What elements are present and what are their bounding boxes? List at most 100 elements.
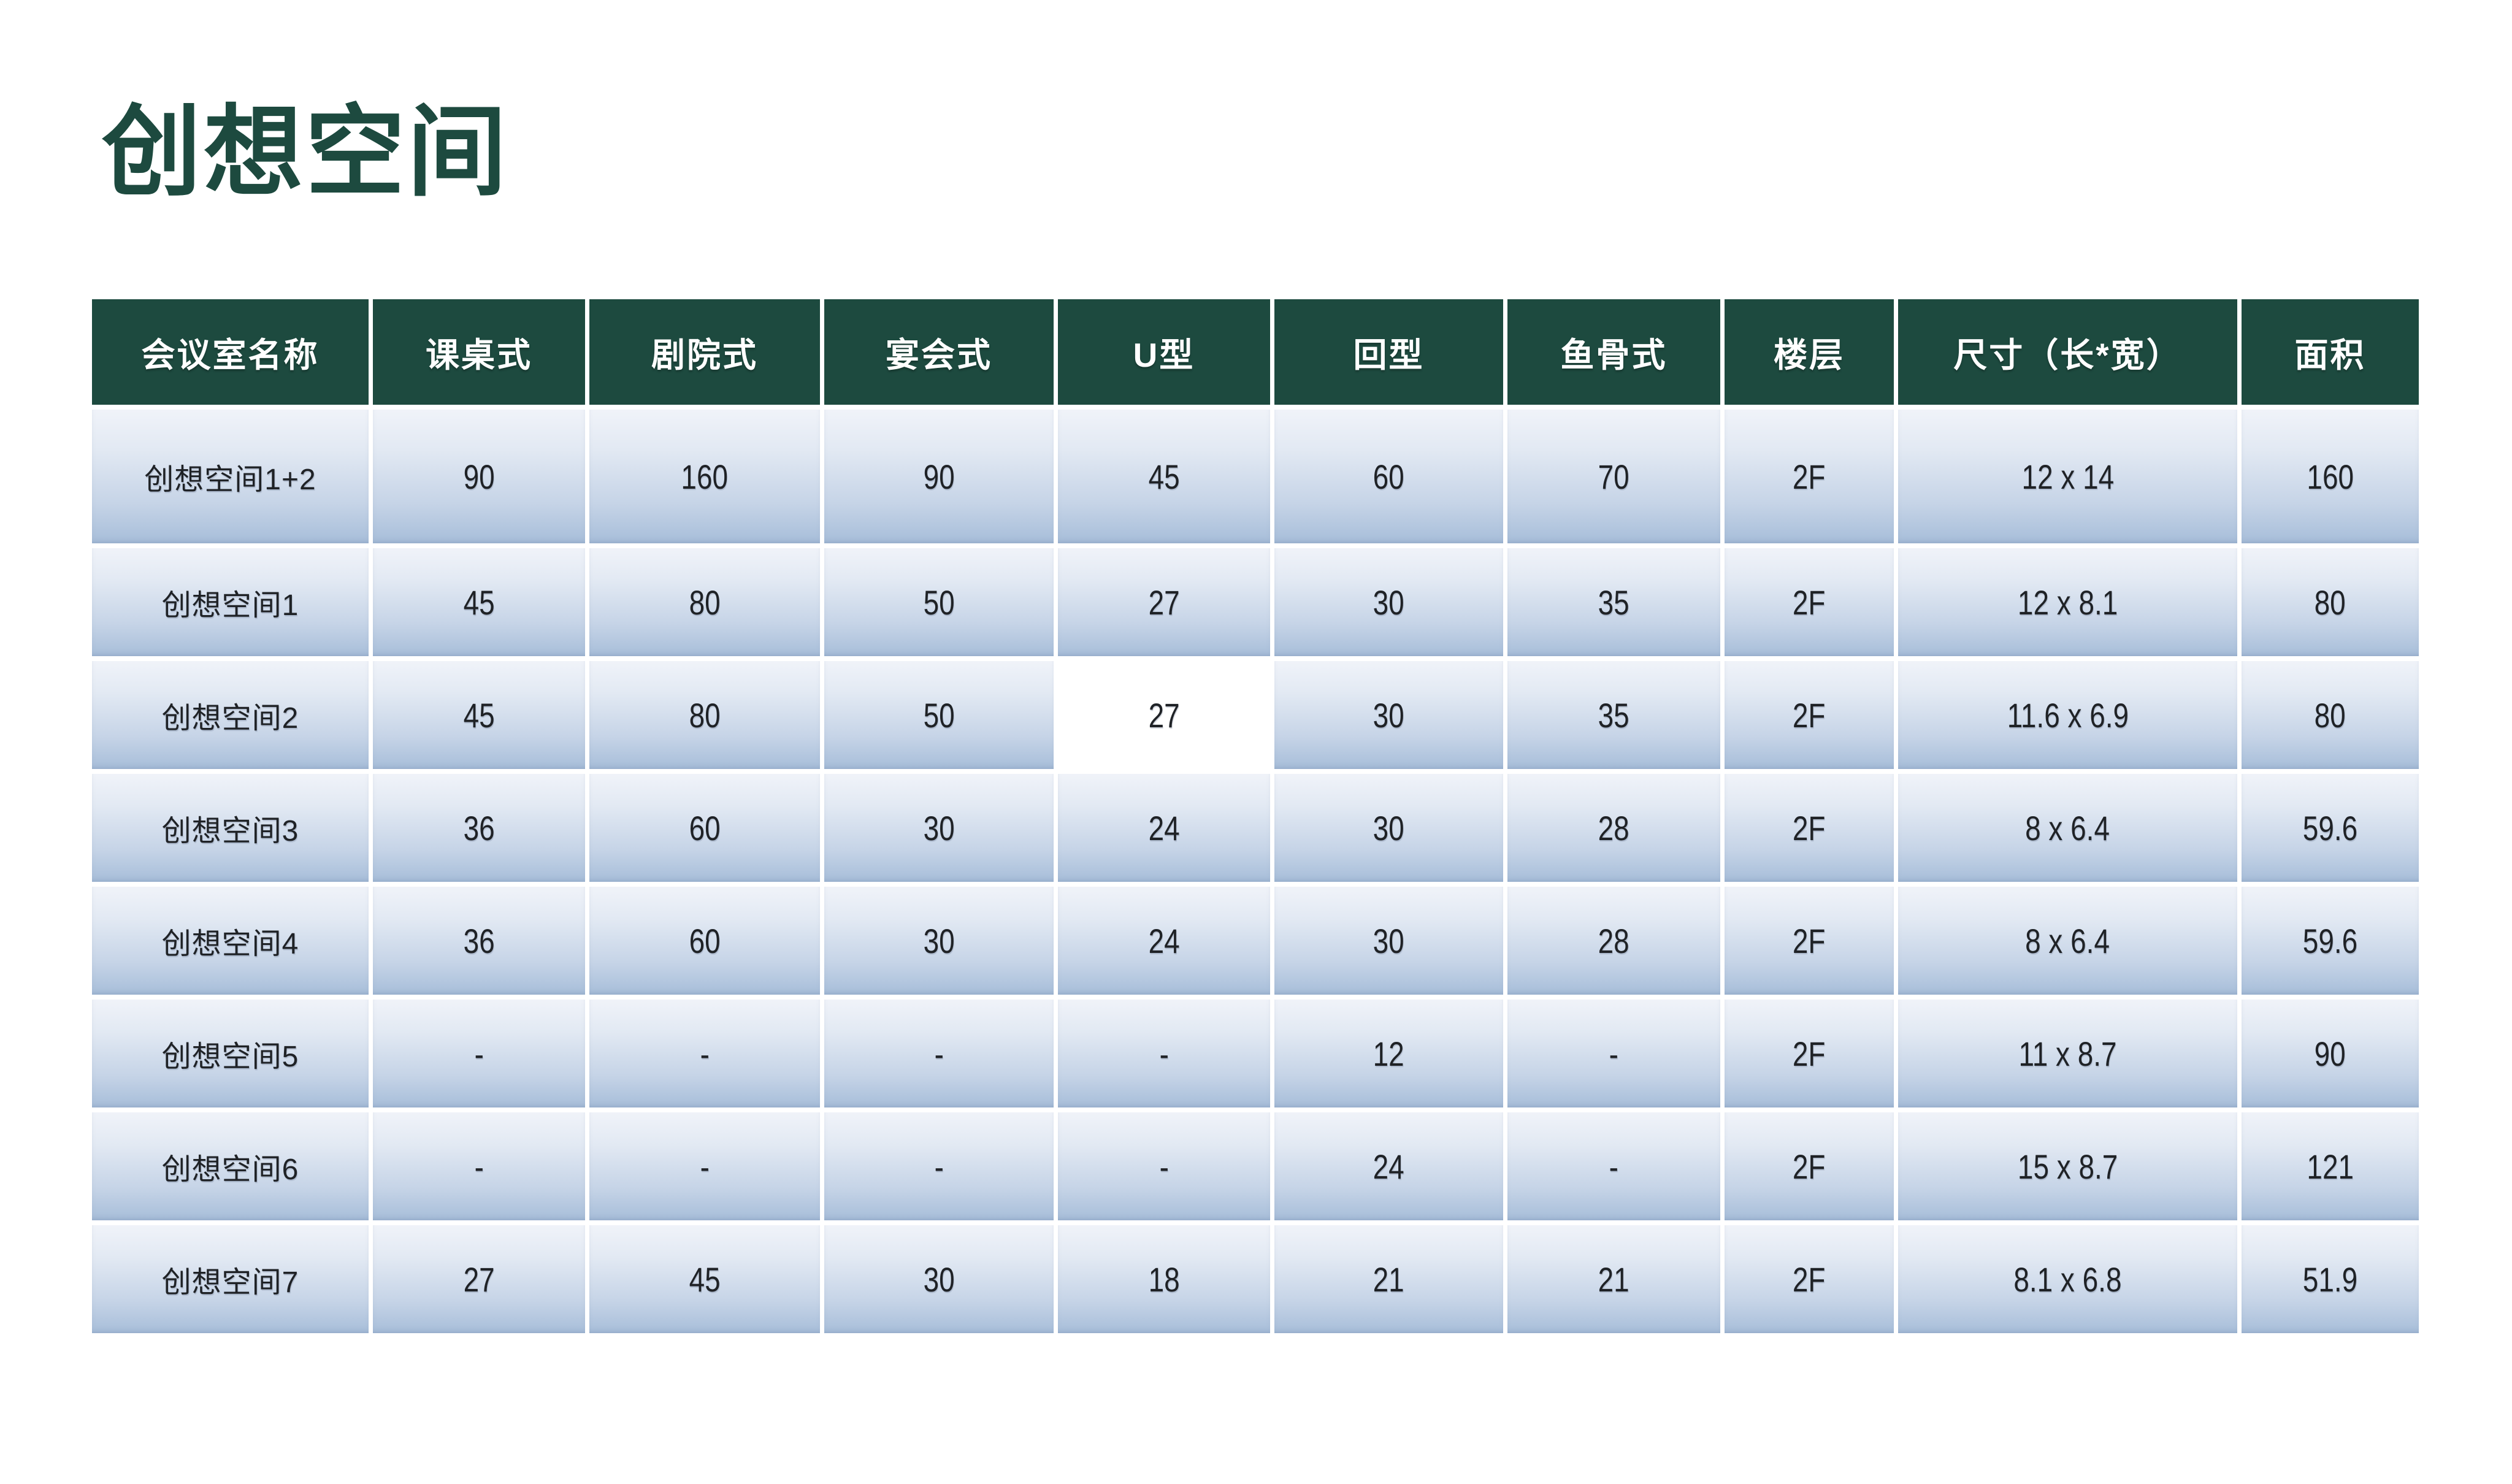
value-cell: - (1058, 1000, 1270, 1107)
room-name-cell: 创想空间3 (92, 774, 369, 882)
value-cell: 2F (1725, 1112, 1894, 1220)
value-text: 24 (1148, 921, 1180, 960)
value-text: 21 (1598, 1260, 1630, 1299)
value-cell: 45 (373, 548, 585, 656)
value-cell: - (373, 1000, 585, 1107)
value-text: 30 (1373, 695, 1405, 735)
value-cell: 160 (589, 410, 820, 543)
value-cell: 2F (1725, 661, 1894, 769)
value-text: - (1159, 1034, 1169, 1073)
table-row: 创想空间1+2 90 160 90 45 60 70 2F 12 x 14 160 (92, 410, 2419, 543)
value-text: 30 (923, 1260, 955, 1299)
value-cell: 80 (2242, 661, 2419, 769)
value-text: 160 (681, 457, 729, 496)
value-text: 2F (1793, 1034, 1826, 1073)
value-text: - (700, 1147, 710, 1186)
value-text: 2F (1793, 808, 1826, 847)
value-text: 80 (689, 583, 721, 622)
column-header-4: U型 (1058, 299, 1270, 405)
room-name-text: 创想空间2 (161, 702, 299, 735)
value-text: 59.6 (2302, 921, 2358, 960)
value-cell: 27 (373, 1225, 585, 1333)
column-header-1: 课桌式 (373, 299, 585, 405)
value-text: - (934, 1034, 944, 1073)
value-text: 70 (1598, 457, 1630, 496)
value-text: 36 (463, 808, 495, 847)
value-cell: 45 (373, 661, 585, 769)
value-cell: 8.1 x 6.8 (1898, 1225, 2237, 1333)
value-text: 11 x 8.7 (2018, 1034, 2117, 1073)
value-cell: 60 (589, 887, 820, 995)
value-cell: 45 (1058, 410, 1270, 543)
value-cell: 28 (1507, 887, 1720, 995)
value-text: 45 (689, 1260, 721, 1299)
value-text: 8.1 x 6.8 (2013, 1260, 2122, 1299)
value-cell: 2F (1725, 548, 1894, 656)
value-cell: 18 (1058, 1225, 1270, 1333)
column-header-3: 宴会式 (824, 299, 1054, 405)
table-row: 创想空间2 45 80 50 27 30 35 2F 11.6 x 6.9 80 (92, 661, 2419, 769)
value-cell: 12 x 8.1 (1898, 548, 2237, 656)
value-cell: 60 (1274, 410, 1503, 543)
column-header-7: 楼层 (1725, 299, 1894, 405)
value-text: 24 (1373, 1147, 1405, 1186)
value-cell: 35 (1507, 548, 1720, 656)
value-cell: 27 (1058, 548, 1270, 656)
value-text: 51.9 (2302, 1260, 2358, 1299)
value-text: 30 (923, 921, 955, 960)
value-text: 45 (1148, 457, 1180, 496)
value-cell: 30 (824, 887, 1054, 995)
value-cell: 90 (373, 410, 585, 543)
value-text: 12 (1373, 1034, 1405, 1073)
room-name-cell: 创想空间1 (92, 548, 369, 656)
value-text: 2F (1793, 695, 1826, 735)
value-text: 45 (463, 695, 495, 735)
value-cell: 30 (1274, 661, 1503, 769)
value-cell: 90 (824, 410, 1054, 543)
value-text: 80 (2314, 583, 2346, 622)
value-cell: 45 (589, 1225, 820, 1333)
value-cell: 70 (1507, 410, 1720, 543)
value-text: 2F (1793, 583, 1826, 622)
value-text: 2F (1793, 1147, 1826, 1186)
value-text: 27 (1148, 583, 1180, 622)
value-cell: 30 (1274, 774, 1503, 882)
column-header-9: 面积 (2242, 299, 2419, 405)
value-cell: 160 (2242, 410, 2419, 543)
value-text: 18 (1148, 1260, 1180, 1299)
value-cell: 2F (1725, 887, 1894, 995)
value-text: 60 (689, 808, 721, 847)
value-cell: 15 x 8.7 (1898, 1112, 2237, 1220)
value-text: 121 (2307, 1147, 2354, 1186)
room-name-text: 创想空间3 (161, 815, 299, 847)
column-header-2: 剧院式 (589, 299, 820, 405)
value-text: - (1609, 1034, 1619, 1073)
value-text: 50 (923, 695, 955, 735)
value-text: 28 (1598, 921, 1630, 960)
value-cell: - (1507, 1112, 1720, 1220)
page-title: 创想空间 (102, 97, 509, 208)
value-cell: - (1058, 1112, 1270, 1220)
value-cell: 60 (589, 774, 820, 882)
value-text: 90 (2314, 1034, 2346, 1073)
value-cell: - (1507, 1000, 1720, 1107)
value-cell: - (373, 1112, 585, 1220)
room-name-cell: 创想空间6 (92, 1112, 369, 1220)
value-text: 2F (1793, 1260, 1826, 1299)
value-text: 24 (1148, 808, 1180, 847)
value-text: 8 x 6.4 (2025, 808, 2110, 847)
value-text: 80 (689, 695, 721, 735)
value-cell: 50 (824, 661, 1054, 769)
value-cell: 80 (589, 548, 820, 656)
value-text: 11.6 x 6.9 (2007, 695, 2129, 735)
table-row: 创想空间4 36 60 30 24 30 28 2F 8 x 6.4 59.6 (92, 887, 2419, 995)
value-text: 35 (1598, 695, 1630, 735)
value-text: - (934, 1147, 944, 1186)
value-text: 60 (1373, 457, 1405, 496)
value-cell: - (589, 1112, 820, 1220)
value-cell: 24 (1274, 1112, 1503, 1220)
value-cell: 21 (1274, 1225, 1503, 1333)
meeting-rooms-table: 会议室名称 课桌式 剧院式 宴会式 U型 回型 鱼骨式 楼层 尺寸（长*宽） 面积 创想空间1+2… (88, 294, 2423, 1338)
value-cell: 8 x 6.4 (1898, 774, 2237, 882)
room-name-text: 创想空间5 (161, 1041, 299, 1073)
